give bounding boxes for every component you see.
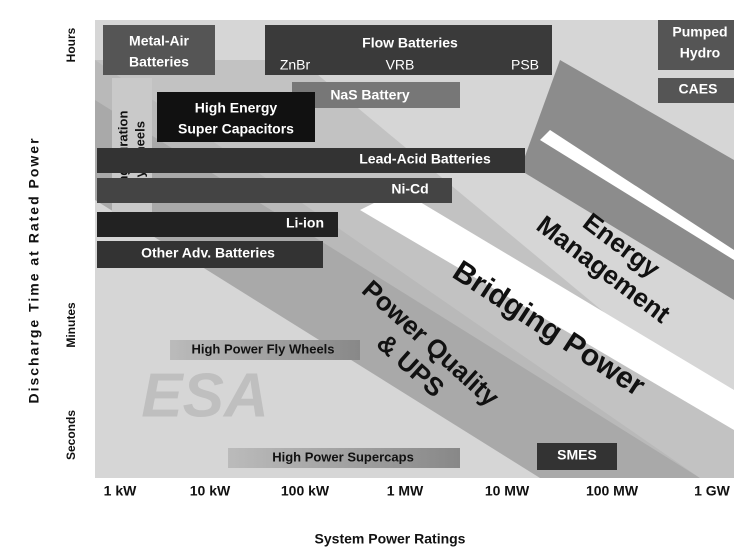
tech-label: Pumped [672, 24, 727, 40]
tech-label: Batteries [129, 54, 189, 70]
stripe [540, 130, 734, 260]
energy-region [520, 60, 734, 300]
tech-label: Lead-Acid Batteries [359, 151, 491, 167]
box [97, 241, 323, 268]
tech-label: NaS Battery [330, 87, 410, 103]
box [265, 25, 552, 75]
box [292, 82, 460, 108]
tech-label: Hydro [680, 45, 720, 61]
x-labels: 1 kW 10 kW 100 kW 1 MW 10 MW 100 MW 1 GW [104, 483, 731, 499]
box [228, 448, 460, 468]
box [97, 178, 452, 203]
tech-label: ZnBr [280, 57, 311, 73]
logo: ESA [141, 361, 268, 430]
x-label: 1 MW [387, 483, 424, 499]
box [103, 25, 215, 75]
box [537, 443, 617, 470]
tech-label: PSB [511, 57, 539, 73]
x-label: 100 kW [281, 483, 330, 499]
box [658, 20, 734, 70]
y-label: Seconds [64, 410, 78, 460]
box [97, 212, 338, 237]
box [170, 340, 360, 360]
tech-label: Metal-Air [129, 33, 189, 49]
plot-area: ESA Power Quality & UPS Bridging Power E… [95, 20, 734, 478]
tech-label: CAES [679, 81, 718, 97]
tech-label: High Power Fly Wheels [191, 341, 334, 356]
box [157, 92, 315, 142]
tech-label: High Power Supercaps [272, 449, 414, 464]
tech-label: Li-ion [286, 215, 324, 231]
tech-label: Flow Batteries [362, 35, 458, 51]
x-label: 10 kW [190, 483, 231, 499]
stripe [360, 190, 734, 430]
y-labels: Hours Minutes Seconds [64, 27, 78, 460]
tech-label: Other Adv. Batteries [141, 245, 275, 261]
box [658, 78, 734, 103]
tech-label: VRB [386, 57, 415, 73]
y-label: Hours [64, 27, 78, 62]
x-label: 100 MW [586, 483, 639, 499]
x-label: 1 GW [694, 483, 731, 499]
box [97, 148, 525, 173]
tech-label: SMES [557, 447, 597, 463]
x-label: 10 MW [485, 483, 530, 499]
x-label: 1 kW [104, 483, 137, 499]
tech-label: Ni-Cd [391, 181, 428, 197]
x-axis-title: System Power Ratings [315, 531, 466, 547]
y-axis-title: Discharge Time at Rated Power [26, 136, 42, 403]
tech-label: Super Capacitors [178, 121, 294, 137]
tech-label: High Energy [195, 100, 278, 116]
y-label: Minutes [64, 302, 78, 348]
